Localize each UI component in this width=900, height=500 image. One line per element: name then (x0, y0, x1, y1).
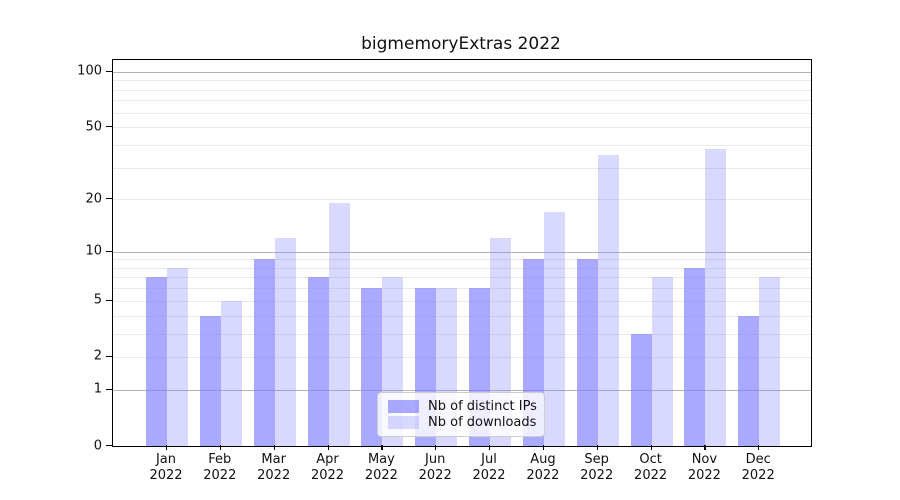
bar-apr-ips (307, 277, 329, 446)
bar-mar-ips (253, 259, 275, 446)
x-tick-label-apr: Apr 2022 (310, 452, 345, 483)
x-tick-label-feb: Feb 2022 (203, 452, 237, 483)
x-tick-mark (273, 445, 275, 450)
minor-gridline (113, 356, 811, 358)
x-tick-label-dec: Dec 2022 (741, 452, 775, 483)
x-tick-mark (596, 445, 598, 450)
legend-swatch-downloads (388, 416, 419, 429)
x-tick-mark (166, 445, 168, 450)
minor-gridline (113, 277, 811, 279)
x-tick-mark (489, 445, 491, 450)
bar-oct-downloads (651, 277, 673, 446)
x-tick-mark (219, 445, 221, 450)
legend-label-downloads: Nb of downloads (428, 415, 537, 430)
y-tick-label: 2 (93, 348, 102, 364)
bar-feb-ips (199, 315, 221, 446)
y-tick-mark (106, 250, 112, 252)
minor-gridline (113, 199, 811, 201)
y-tick-label: 1 (93, 381, 102, 397)
minor-gridline (113, 300, 811, 302)
minor-gridline (113, 127, 811, 129)
x-tick-label-aug: Aug 2022 (526, 452, 560, 483)
major-gridline (113, 251, 811, 253)
minor-gridline (113, 112, 811, 114)
x-tick-mark (542, 445, 545, 450)
y-tick-mark (106, 70, 112, 72)
minor-gridline (113, 80, 811, 82)
x-tick-mark (758, 445, 760, 450)
y-tick-mark (106, 388, 112, 390)
x-tick-label-jul: Jul 2022 (472, 452, 506, 483)
minor-gridline (113, 144, 811, 146)
x-tick-label-sep: Sep 2022 (580, 452, 614, 483)
x-tick-label-oct: Oct 2022 (634, 452, 668, 483)
bar-aug-downloads (543, 211, 565, 446)
y-tick-label: 100 (77, 63, 102, 79)
bar-apr-downloads (328, 203, 350, 446)
bar-oct-ips (630, 333, 652, 446)
bar-nov-ips (684, 267, 706, 446)
major-gridline (113, 389, 811, 391)
legend: Nb of distinct IPs Nb of downloads (377, 392, 545, 437)
minor-gridline (113, 259, 811, 261)
bar-jan-downloads (167, 267, 188, 446)
x-tick-mark (650, 445, 652, 450)
y-tick-mark (106, 445, 112, 447)
x-tick-mark (327, 445, 329, 450)
y-tick-label: 50 (85, 119, 102, 135)
y-tick-label: 0 (93, 438, 102, 453)
chart-title: bigmemoryExtras 2022 (361, 34, 561, 54)
bar-sep-ips (576, 259, 598, 446)
x-tick-mark (704, 445, 706, 450)
minor-gridline (113, 315, 811, 317)
legend-entry-distinct-ips: Nb of distinct IPs (388, 399, 537, 414)
bar-jan-ips (146, 277, 167, 446)
x-tick-label-jan: Jan 2022 (149, 452, 183, 483)
y-tick-mark (106, 299, 112, 301)
legend-entry-downloads: Nb of downloads (388, 415, 536, 430)
y-tick-label: 20 (85, 191, 102, 207)
minor-gridline (113, 89, 811, 91)
minor-gridline (113, 267, 811, 269)
x-tick-label-may: May 2022 (364, 452, 398, 483)
bar-nov-downloads (705, 148, 727, 446)
y-tick-mark (106, 355, 112, 358)
x-tick-mark (381, 445, 383, 450)
bar-dec-ips (738, 315, 760, 446)
minor-gridline (113, 288, 811, 290)
x-tick-label-nov: Nov 2022 (687, 452, 721, 483)
minor-gridline (113, 167, 811, 169)
bar-mar-downloads (274, 238, 296, 446)
minor-gridline (113, 100, 811, 102)
bar-dec-downloads (759, 277, 781, 446)
plot-area (112, 59, 812, 447)
y-tick-mark (106, 198, 112, 200)
x-tick-label-mar: Mar 2022 (257, 452, 291, 483)
y-tick-label: 5 (93, 292, 102, 308)
major-gridline (113, 71, 811, 73)
x-tick-mark (435, 445, 437, 450)
legend-label-distinct-ips: Nb of distinct IPs (428, 399, 537, 414)
bar-sep-downloads (597, 155, 619, 446)
bar-feb-downloads (220, 300, 242, 446)
legend-swatch-distinct-ips (388, 400, 419, 413)
minor-gridline (113, 333, 811, 335)
y-tick-mark (106, 126, 112, 128)
x-tick-label-jun: Jun 2022 (418, 452, 452, 483)
y-tick-label: 10 (85, 243, 102, 259)
